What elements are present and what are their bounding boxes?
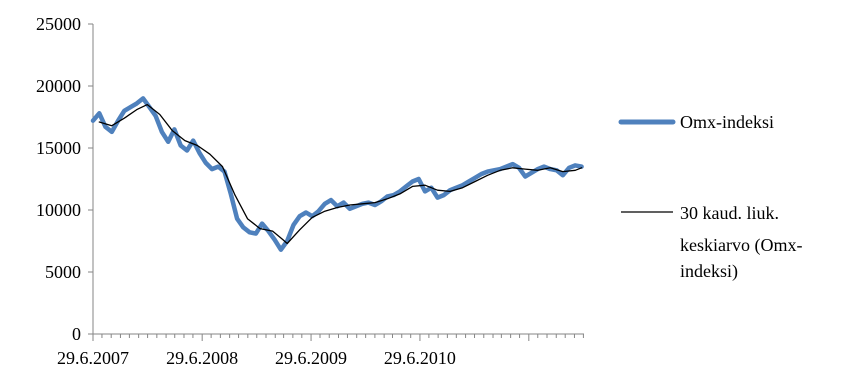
x-tick-label: 29.6.2009 (275, 348, 347, 368)
legend-item-moving-average[interactable]: 30 kaud. liuk. keskiarvo (Omx- indeksi) (621, 203, 802, 282)
series (90, 96, 584, 252)
y-tick-label: 20000 (36, 76, 81, 96)
legend-item-omx[interactable]: Omx-indeksi (618, 112, 774, 132)
legend-label-moving-average-line-1: 30 kaud. liuk. (680, 203, 779, 223)
x-axis-ticks: 29.6.2007 29.6.2008 29.6.2009 29.6.2010 (57, 334, 584, 368)
x-tick-label: 29.6.2007 (57, 348, 129, 368)
x-tick-label: 29.6.2010 (384, 348, 456, 368)
series-line-moving-average (98, 103, 583, 245)
legend-label-moving-average-line-2: keskiarvo (Omx- (680, 235, 802, 256)
legend: Omx-indeksi 30 kaud. liuk. keskiarvo (Om… (618, 112, 802, 282)
y-tick-label: 25000 (36, 14, 81, 34)
y-tick-label: 5000 (45, 262, 81, 282)
x-tick-label: 29.6.2008 (166, 348, 238, 368)
y-tick-label: 15000 (36, 138, 81, 158)
series-line-omx (90, 96, 584, 252)
y-axis-ticks: 0 5000 10000 15000 20000 25000 (36, 14, 93, 344)
legend-label-moving-average-line-3: indeksi) (680, 261, 738, 282)
y-tick-label: 0 (72, 324, 81, 344)
y-tick-label: 10000 (36, 200, 81, 220)
axes (92, 24, 584, 335)
legend-label-omx: Omx-indeksi (680, 112, 774, 132)
